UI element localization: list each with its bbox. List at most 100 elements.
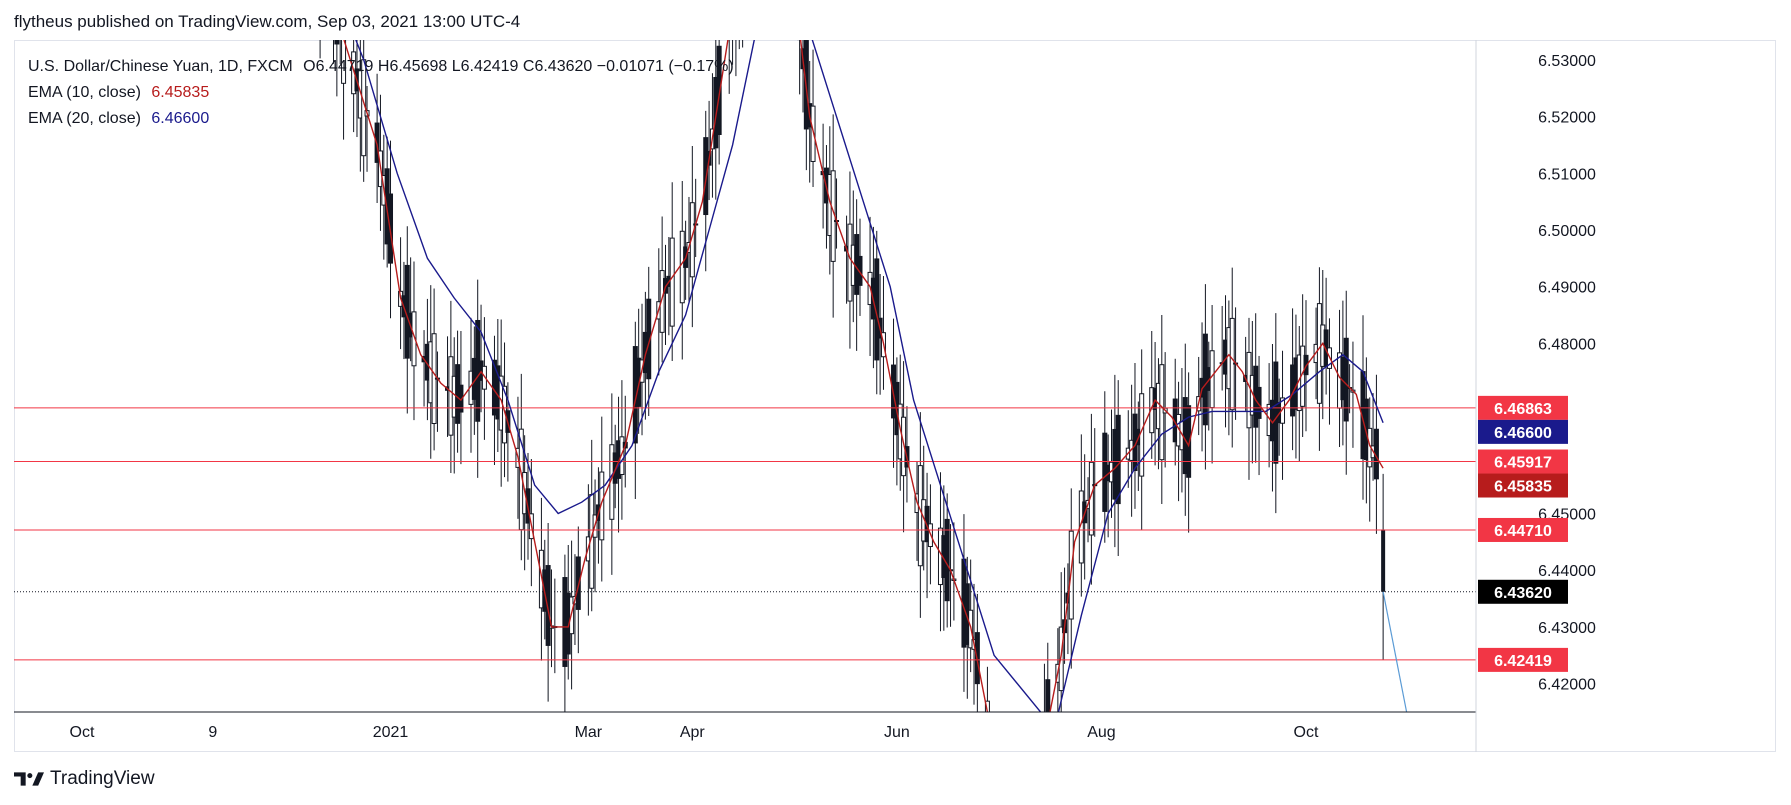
candle	[731, 9, 735, 65]
candle	[1186, 372, 1192, 533]
candle-body	[332, 0, 336, 16]
legend-ohlc: O6.44719 H6.45698 L6.42419 C6.43620 −0.0…	[303, 58, 734, 75]
x-tick-label: Jun	[884, 724, 910, 741]
x-tick-label: Aug	[1087, 724, 1115, 741]
price-badge-bg	[1478, 473, 1568, 498]
price-badge-label: 6.44710	[1494, 523, 1552, 540]
candle-body	[857, 255, 863, 286]
legend-symbol: U.S. Dollar/Chinese Yuan, 1D, FXCM	[28, 58, 293, 75]
legend-ema20-label: EMA (20, close)	[28, 110, 141, 127]
y-tick-label: 6.43000	[1538, 620, 1596, 637]
legend-ema10-label: EMA (10, close)	[28, 84, 141, 101]
candle	[632, 321, 638, 500]
axes-layer: Oct 9 2021 Mar Apr Jun Aug Oct6.420006.430006.4…	[14, 40, 1596, 752]
projection-line	[1382, 591, 1408, 712]
candle-body	[1149, 387, 1155, 434]
candle	[669, 182, 675, 362]
candle	[1209, 304, 1215, 464]
price-chart[interactable]: Oct 9 2021 Mar Apr Jun Aug Oct6.420006.430006.4…	[0, 0, 1791, 760]
candle	[951, 522, 957, 621]
x-tick-label: Oct	[1294, 724, 1319, 741]
candle	[1115, 380, 1121, 556]
tradingview-logo-icon	[14, 772, 44, 786]
y-tick-label: 6.48000	[1538, 336, 1596, 353]
legend-ema10-value: 6.45835	[151, 84, 210, 101]
candle-body	[659, 270, 665, 333]
ema10-line	[343, 40, 1384, 712]
price-badge-bg	[1478, 449, 1568, 474]
y-tick-label: 6.44000	[1538, 563, 1596, 580]
candle	[481, 317, 487, 440]
legend-ema20-value: 6.46600	[151, 110, 210, 127]
candle-body	[1280, 397, 1286, 424]
candle-body	[716, 45, 722, 136]
candle	[1343, 290, 1349, 475]
legend-ema10-row: EMA (10, close) 6.45835	[28, 80, 734, 106]
y-tick-label: 6.49000	[1538, 280, 1596, 297]
price-badge-bg	[1478, 647, 1568, 672]
candle-body	[1343, 337, 1349, 422]
y-tick-label: 6.52000	[1538, 110, 1596, 127]
legend: U.S. Dollar/Chinese Yuan, 1D, FXCM O6.44…	[28, 54, 734, 132]
candle-body	[727, 27, 731, 38]
candle	[1045, 642, 1051, 712]
price-badge-label: 6.46863	[1494, 401, 1552, 418]
candle	[735, 40, 737, 77]
candle	[1139, 349, 1145, 530]
candle-body	[1381, 529, 1386, 592]
candle	[431, 288, 437, 451]
candle-body	[1042, 719, 1046, 757]
candle-body	[731, 9, 735, 27]
candle	[411, 261, 417, 421]
candle-body	[810, 105, 816, 162]
price-badge-bg	[1478, 517, 1568, 542]
price-badge-bg	[1478, 395, 1568, 420]
price-badge: 6.46863	[1478, 395, 1568, 420]
candle	[328, 0, 332, 38]
candle	[944, 493, 950, 628]
candle-body	[599, 471, 605, 541]
candle	[609, 393, 615, 575]
ema20-line	[355, 40, 1384, 712]
footer: TradingView	[14, 768, 155, 790]
price-badge: 6.44710	[1478, 517, 1568, 542]
candle-body	[689, 202, 695, 278]
footer-brand: TradingView	[50, 768, 155, 789]
candle	[679, 181, 685, 360]
candle	[599, 416, 605, 582]
candle-body	[619, 436, 625, 475]
x-tick-label: 9	[208, 724, 217, 741]
candle-body	[1209, 350, 1215, 409]
candle	[332, 0, 336, 64]
candle	[318, 0, 322, 59]
y-tick-label: 6.51000	[1538, 166, 1596, 183]
price-badge: 6.45917	[1478, 449, 1568, 474]
candle-body	[669, 237, 675, 327]
candle	[738, 40, 740, 50]
price-badge-label: 6.46600	[1494, 425, 1552, 442]
candle	[1350, 341, 1356, 448]
candle	[742, 40, 744, 48]
horizontal-levels-layer	[14, 407, 1476, 661]
candle-body	[1115, 414, 1121, 505]
candle	[334, 40, 340, 97]
candle	[727, 27, 731, 94]
y-tick-label: 6.42000	[1538, 677, 1596, 694]
candle	[619, 380, 625, 520]
legend-symbol-row: U.S. Dollar/Chinese Yuan, 1D, FXCM O6.44…	[28, 54, 734, 80]
candle	[659, 216, 665, 363]
y-tick-label: 6.53000	[1538, 53, 1596, 70]
price-badge-label: 6.43620	[1494, 585, 1552, 602]
x-tick-label: Oct	[70, 724, 95, 741]
price-badge: 6.43620	[1478, 579, 1568, 604]
candle-body	[984, 700, 990, 712]
candle	[716, 40, 722, 165]
candle	[857, 218, 863, 316]
candle-body	[411, 311, 417, 367]
candle	[315, 0, 319, 13]
price-badge-bg	[1478, 419, 1568, 444]
candle	[1149, 330, 1155, 459]
candle-body	[1045, 679, 1051, 712]
price-badge: 6.42419	[1478, 647, 1568, 672]
candle-body	[318, 0, 322, 2]
